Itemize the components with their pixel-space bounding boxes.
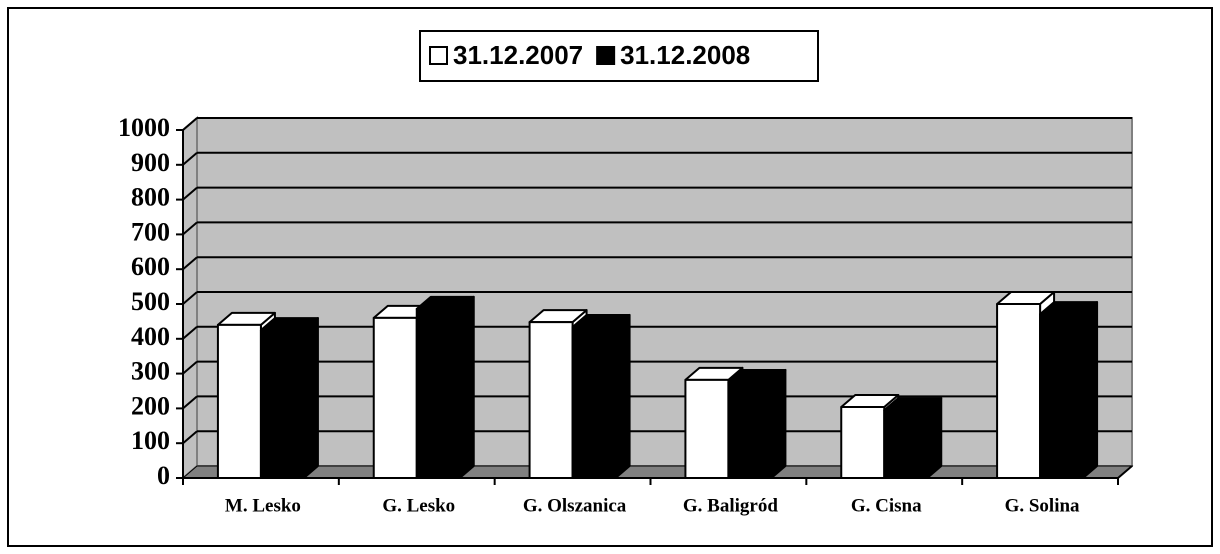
bar (259, 329, 305, 479)
bar-side (302, 317, 319, 479)
bar-side (770, 368, 787, 479)
x-tick-label: G. Lesko (382, 495, 455, 516)
grid-line-side (182, 360, 198, 375)
y-tick-label: 0 (157, 461, 170, 490)
bar (372, 316, 418, 480)
bar (571, 325, 617, 479)
legend-label: 31.12.2008 (620, 40, 750, 70)
grid-line-side (182, 395, 198, 410)
grid-line-side (182, 117, 198, 131)
y-tick-label: 1000 (118, 113, 170, 142)
x-tick-label: G. Olszanica (523, 495, 627, 516)
y-tick-label: 900 (131, 148, 170, 177)
grid-line-side (182, 186, 198, 201)
x-tick-label: G. Cisna (851, 495, 922, 516)
grid-line-side (182, 221, 198, 236)
grid-line-side (182, 430, 198, 444)
grid-line-side (182, 326, 198, 340)
y-tick-label: 300 (131, 357, 170, 386)
bar (684, 378, 730, 480)
grid-line-side (182, 256, 198, 270)
bar (415, 307, 461, 480)
legend-swatch (429, 46, 448, 65)
bar (1039, 313, 1085, 480)
legend-swatch (596, 46, 616, 65)
y-tick-label: 700 (131, 217, 170, 246)
y-tick-label: 200 (131, 391, 170, 420)
bar-side (614, 313, 631, 479)
grid-line-side (182, 291, 198, 305)
y-tick-label: 800 (131, 183, 170, 212)
floor (181, 465, 1134, 479)
x-tick-label: G. Solina (1005, 495, 1080, 516)
bar (216, 323, 262, 479)
x-axis-depth (1117, 465, 1133, 479)
bar (996, 303, 1042, 479)
y-tick-label: 600 (131, 252, 170, 281)
grid-line-side (182, 152, 198, 166)
x-tick-label: G. Baligród (683, 495, 778, 516)
y-tick-label: 500 (131, 287, 170, 316)
bar-side (926, 397, 943, 479)
y-tick-label: 400 (131, 322, 170, 351)
bar-side (458, 295, 475, 479)
y-tick-label: 100 (131, 426, 170, 455)
bar (883, 409, 929, 480)
x-tick-label: M. Lesko (225, 495, 301, 516)
bar (840, 406, 886, 479)
legend-label: 31.12.2007 (453, 40, 583, 70)
bar (727, 380, 773, 479)
legend-box (419, 30, 819, 82)
bar-side (1082, 301, 1099, 479)
bar (528, 321, 574, 480)
